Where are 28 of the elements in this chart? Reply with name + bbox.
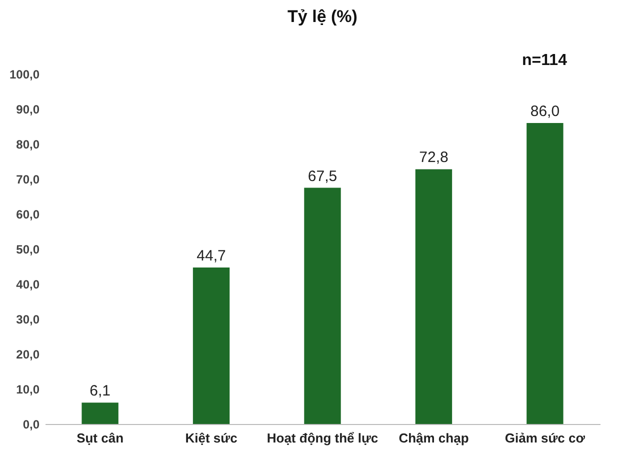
y-tick-label: 70,0 bbox=[16, 172, 40, 186]
x-tick-label: Giảm sức cơ bbox=[504, 430, 586, 446]
y-tick-label: 10,0 bbox=[16, 382, 40, 396]
data-label: 86,0 bbox=[530, 103, 560, 120]
chart-title: Tỷ lệ (%) bbox=[288, 7, 358, 26]
y-tick-label: 50,0 bbox=[16, 242, 40, 256]
y-tick-label: 30,0 bbox=[16, 312, 40, 326]
y-tick-label: 20,0 bbox=[16, 348, 40, 362]
y-tick-label: 60,0 bbox=[16, 208, 40, 222]
y-tick-label: 100,0 bbox=[9, 68, 40, 82]
bar bbox=[192, 268, 230, 424]
y-tick-label: 90,0 bbox=[16, 102, 40, 116]
y-tick-label: 80,0 bbox=[16, 138, 40, 152]
data-label: 72,8 bbox=[419, 149, 448, 166]
x-tick-label: Hoạt động thể lực bbox=[266, 430, 378, 446]
data-label: 67,5 bbox=[308, 168, 338, 185]
bar bbox=[82, 402, 118, 424]
data-label: 44,7 bbox=[196, 248, 226, 265]
bar bbox=[526, 123, 564, 424]
text: n=114 bbox=[522, 52, 568, 69]
data-label: 6,1 bbox=[90, 382, 110, 400]
y-tick-label: 40,0 bbox=[16, 278, 40, 292]
bar bbox=[415, 169, 452, 424]
x-tick-label: Sụt cân bbox=[76, 430, 124, 446]
x-tick-label: Chậm chạp bbox=[398, 430, 469, 446]
bar bbox=[304, 188, 341, 424]
y-tick-label: 0,0 bbox=[22, 418, 40, 432]
x-tick-label: Kiệt sức bbox=[185, 430, 238, 446]
